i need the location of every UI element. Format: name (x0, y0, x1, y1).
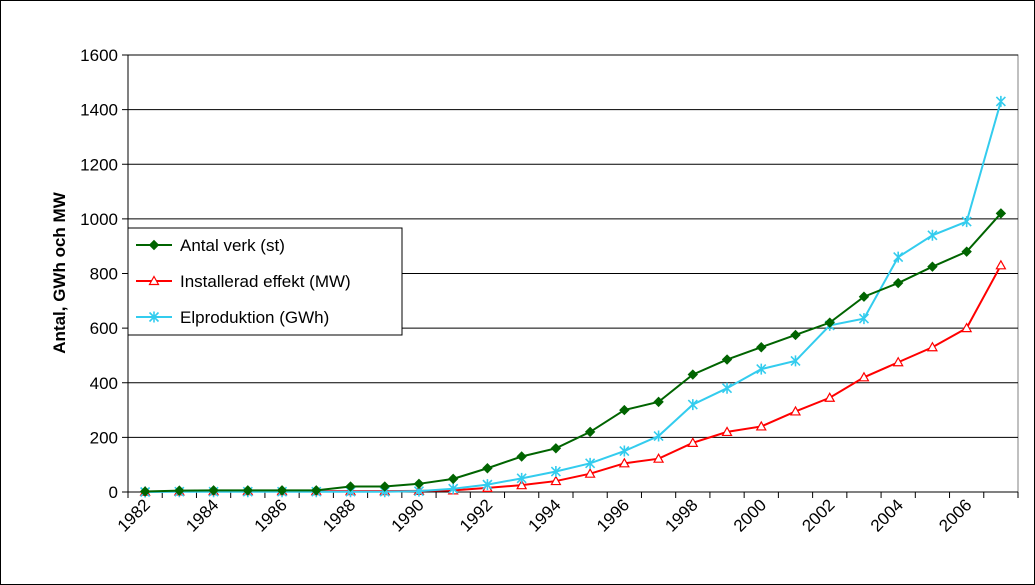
y-tick-label: 800 (90, 265, 118, 284)
legend-label: Antal verk (st) (180, 236, 285, 255)
y-tick-label: 400 (90, 374, 118, 393)
data-point (619, 404, 630, 416)
y-tick-label: 200 (90, 428, 118, 447)
data-point (379, 481, 390, 492)
data-point (790, 329, 801, 341)
data-point (687, 437, 699, 447)
series-group (139, 95, 1007, 498)
data-point (516, 479, 528, 490)
data-point (756, 342, 767, 353)
data-point (619, 445, 630, 457)
data-point (824, 392, 836, 402)
data-point (995, 95, 1006, 107)
y-axis-title: Antal, GWh och MW (50, 191, 69, 353)
y-tick-label: 1000 (80, 210, 118, 229)
x-tick-label: 2000 (730, 495, 770, 535)
data-point (892, 356, 904, 367)
data-point (687, 369, 699, 380)
data-point (858, 371, 870, 382)
x-tick-label: 1984 (182, 495, 222, 535)
y-tick-label: 1400 (80, 101, 118, 120)
data-point (208, 485, 219, 496)
data-point (413, 478, 425, 490)
data-point (447, 473, 459, 485)
x-tick-label: 1982 (114, 495, 154, 535)
data-point (585, 457, 596, 469)
data-point (653, 430, 664, 442)
x-tick-label: 1996 (593, 495, 633, 535)
data-point (926, 341, 938, 352)
series-line (145, 212, 1002, 493)
x-tick-label: 1998 (661, 495, 701, 535)
data-point (482, 479, 493, 491)
data-point (345, 481, 356, 492)
data-point (961, 322, 973, 333)
y-tick-label: 1600 (80, 46, 118, 65)
data-point (516, 451, 527, 462)
x-tick-label: 2002 (798, 495, 838, 535)
data-point (148, 311, 160, 323)
data-point (858, 291, 870, 302)
data-point (858, 313, 870, 325)
grid-lines (127, 54, 1018, 493)
data-point (148, 275, 160, 286)
data-point (961, 216, 972, 228)
data-point (687, 399, 698, 411)
data-point (148, 239, 160, 251)
data-point (448, 483, 459, 495)
data-point (721, 382, 733, 394)
data-point (550, 443, 562, 454)
legend: Antal verk (st) Installerad effekt (MW) El… (127, 227, 403, 336)
data-point (550, 475, 562, 486)
data-point (755, 420, 767, 431)
y-axis-ticks: 0 200 400 600 800 1000 1200 1400 1600 (80, 46, 128, 502)
data-point (789, 405, 802, 416)
legend-label: Elproduktion (GWh) (180, 308, 329, 327)
data-point (482, 463, 493, 474)
data-point (721, 426, 733, 437)
data-point (276, 485, 288, 496)
x-tick-label: 2004 (867, 495, 907, 535)
data-point (927, 261, 938, 272)
data-point (584, 426, 596, 438)
x-tick-label: 1994 (525, 495, 565, 535)
data-point (311, 485, 322, 496)
data-point (790, 355, 801, 367)
legend-label: Installerad effekt (MW) (180, 272, 351, 291)
data-point (139, 486, 151, 497)
data-point (584, 467, 596, 478)
x-tick-label: 1990 (388, 495, 428, 535)
x-axis-ticks: 1982 1984 1986 1988 1990 1992 1994 1996 1998 2000… (114, 492, 1019, 536)
data-point (242, 485, 254, 496)
data-point (653, 452, 665, 463)
data-point (174, 485, 185, 496)
data-point (927, 229, 938, 241)
x-tick-label: 1986 (251, 495, 291, 535)
series-line (145, 101, 1002, 493)
x-tick-label: 1988 (319, 495, 359, 535)
data-point (961, 246, 972, 257)
data-point (995, 259, 1007, 270)
data-point (550, 466, 561, 478)
data-point (892, 277, 904, 289)
data-point (721, 354, 733, 365)
y-tick-label: 600 (90, 319, 118, 338)
x-tick-label: 1992 (456, 495, 496, 535)
legend-box (127, 227, 403, 336)
data-point (893, 251, 904, 263)
data-point (756, 363, 767, 375)
series-0 (139, 208, 1007, 497)
data-point (516, 472, 527, 484)
x-tick-label: 2006 (935, 495, 975, 535)
data-point (995, 208, 1007, 219)
data-point (618, 457, 630, 468)
y-tick-label: 0 (109, 483, 118, 502)
data-point (653, 396, 664, 408)
data-point (824, 317, 835, 328)
y-tick-label: 1200 (80, 155, 118, 174)
